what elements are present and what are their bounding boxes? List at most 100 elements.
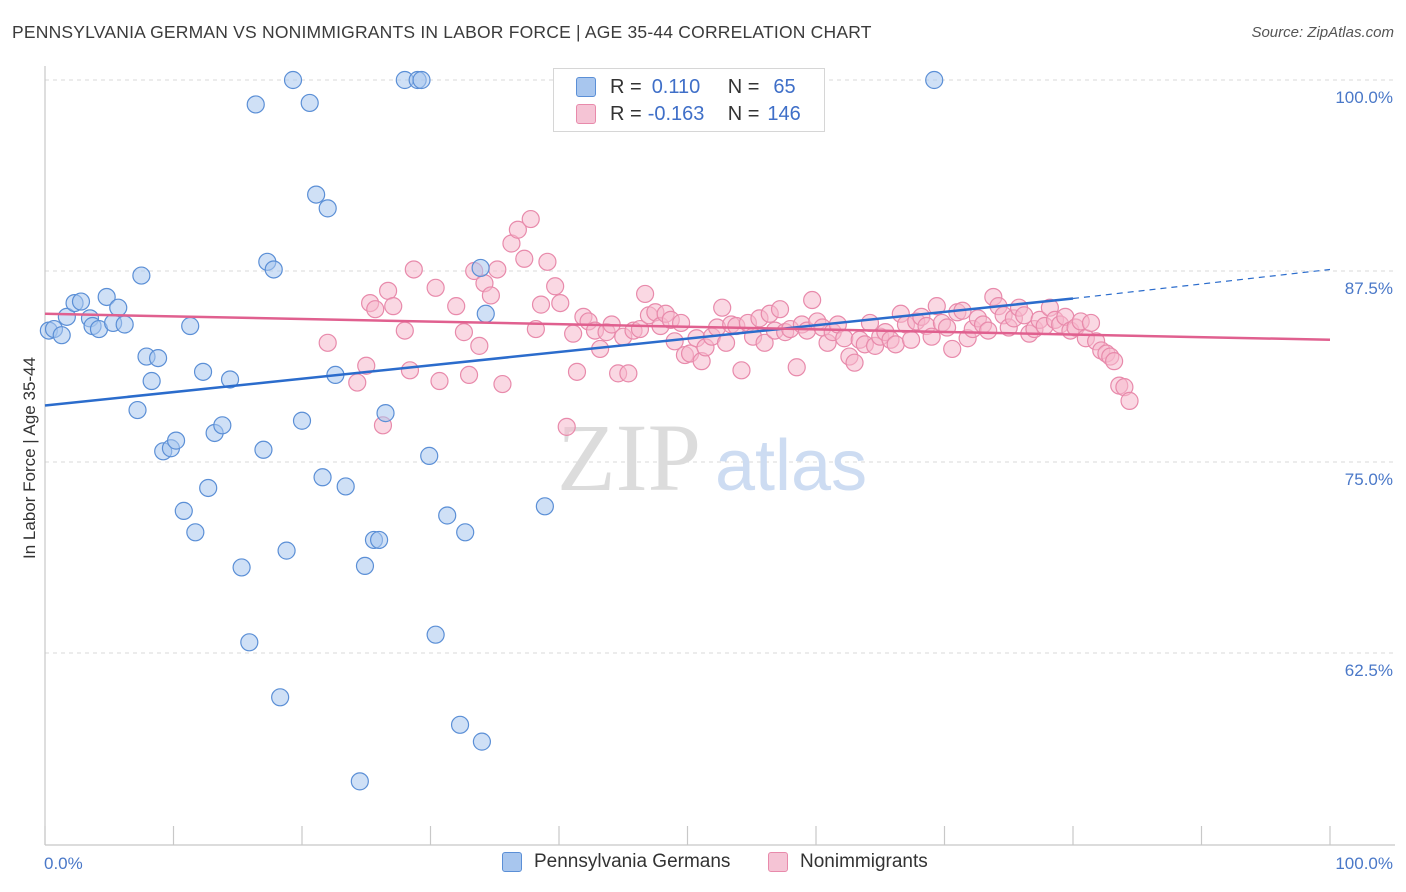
pennsylvania-germans-point (148, 348, 168, 368)
nonimmigrants-point (901, 330, 921, 349)
nonimmigrants-point (845, 353, 864, 372)
legend-blue-n-label: N = (727, 75, 760, 98)
pennsylvania-germans-point (264, 260, 283, 279)
nonimmigrants-point (886, 335, 905, 354)
nonimmigrants-point (619, 364, 638, 383)
x-tick-label-0: 0.0% (44, 854, 83, 873)
pennsylvania-germans-point (132, 266, 151, 285)
nonimmigrants-point (546, 277, 565, 296)
bottom-legend-pink-label: Nonimmigrants (800, 851, 928, 872)
pennsylvania-germans-point (300, 93, 319, 113)
nonimmigrants-point (515, 249, 534, 268)
pennsylvania-germans-point (420, 446, 439, 465)
pennsylvania-germans-point (426, 625, 445, 644)
nonimmigrants-point (567, 362, 587, 381)
legend-swatch-blue (576, 77, 596, 97)
pennsylvania-germans-point (336, 477, 355, 496)
nonimmigrants-point (835, 329, 854, 348)
pennsylvania-germans-point (476, 304, 495, 323)
nonimmigrants-point (357, 356, 376, 375)
nonimmigrants-point (635, 284, 655, 304)
nonimmigrants-point (395, 321, 414, 340)
nonimmigrants-point (384, 297, 403, 316)
bottom-legend-blue-label: Pennsylvania Germans (534, 851, 731, 872)
nonimmigrants-point (716, 333, 736, 352)
pennsylvania-germans-point (350, 772, 369, 791)
nonimmigrants-point (348, 373, 367, 392)
legend-row-blue: R = 0.110 N = 65 (576, 74, 796, 100)
pennsylvania-germans-point (277, 541, 296, 560)
pennsylvania-germans-point (271, 688, 290, 707)
pennsylvania-germans-point (292, 411, 312, 430)
nonimmigrants-point (508, 220, 527, 239)
nonimmigrants-point (732, 361, 751, 380)
source-label: Source: ZipAtlas.com (1251, 24, 1394, 41)
nonimmigrants-point (318, 333, 337, 352)
pennsylvania-germans-point (313, 468, 332, 487)
pennsylvania-germans-point (925, 70, 944, 90)
pennsylvania-germans-point (471, 258, 490, 278)
nonimmigrants-point (538, 252, 557, 271)
nonimmigrants-point (493, 374, 512, 394)
legend-blue-r-value: 0.110 (651, 75, 701, 98)
pennsylvania-germans-point (97, 287, 116, 307)
pennsylvania-germans-point (438, 506, 457, 525)
nonimmigrants-point (521, 209, 540, 229)
pennsylvania-germans-point (283, 70, 303, 90)
nonimmigrants-point (470, 336, 489, 355)
y-axis-title: In Labor Force | Age 35-44 (20, 357, 39, 559)
blue-series-points (39, 70, 944, 791)
pennsylvania-germans-point (142, 371, 161, 391)
pennsylvania-germans-point (128, 400, 147, 420)
pennsylvania-germans-point (376, 404, 395, 423)
nonimmigrants-point (1105, 352, 1124, 371)
nonimmigrants-point (564, 324, 583, 343)
bottom-legend-pink: Nonimmigrants (768, 851, 928, 873)
pennsylvania-germans-point (213, 416, 232, 435)
pennsylvania-germans-point (246, 95, 265, 114)
nonimmigrants-point (454, 323, 474, 342)
nonimmigrants-point (713, 298, 732, 317)
nonimmigrants-point (400, 361, 420, 380)
nonimmigrants-point (459, 365, 479, 385)
pennsylvania-germans-point (307, 185, 326, 204)
pennsylvania-germans-point (52, 326, 71, 345)
pennsylvania-germans-point (535, 497, 554, 516)
pennsylvania-germans-point (57, 307, 76, 326)
nonimmigrants-point (531, 295, 551, 314)
blue-trend-line (44, 297, 1074, 407)
y-tick-label-0: 100.0% (1335, 88, 1393, 107)
legend-pink-n-label: N = (727, 102, 760, 125)
legend-pink-r-value: -0.163 (647, 102, 705, 125)
pennsylvania-germans-point (71, 292, 91, 311)
nonimmigrants-point (803, 290, 822, 310)
legend-pink-n-value: 146 (767, 102, 801, 125)
pennsylvania-germans-point (232, 558, 251, 577)
y-tick-label-3: 62.5% (1345, 661, 1393, 680)
nonimmigrants-point (551, 293, 570, 313)
nonimmigrants-point (447, 297, 466, 316)
pennsylvania-germans-point (370, 530, 389, 550)
nonimmigrants-point (937, 318, 957, 337)
nonimmigrants-point (927, 297, 946, 316)
pennsylvania-germans-point (166, 431, 186, 450)
trend-lines (44, 268, 1331, 407)
legend-blue-r-label: R = (610, 75, 642, 98)
nonimmigrants-point (943, 339, 962, 359)
pennsylvania-germans-point (240, 633, 259, 652)
pink-trend-line (44, 312, 1331, 342)
tick-labels: 100.0% 87.5% 75.0% 62.5% 0.0% 100.0% (44, 88, 1393, 873)
pennsylvania-germans-point (456, 523, 475, 542)
pennsylvania-germans-point (220, 370, 240, 389)
axes (44, 66, 1395, 846)
legend: R = 0.110 N = 65 R = -0.163 N = 146 (553, 68, 825, 132)
pennsylvania-germans-point (193, 362, 213, 381)
legend-row-pink: R = -0.163 N = 146 (576, 101, 801, 127)
pennsylvania-germans-point (186, 523, 205, 542)
nonimmigrants-point (1081, 313, 1101, 333)
pennsylvania-germans-point (174, 501, 193, 520)
pennsylvania-germans-point (109, 298, 128, 317)
nonimmigrants-point (481, 286, 500, 305)
bottom-legend-blue: Pennsylvania Germans (502, 851, 730, 873)
nonimmigrants-point (787, 358, 806, 377)
